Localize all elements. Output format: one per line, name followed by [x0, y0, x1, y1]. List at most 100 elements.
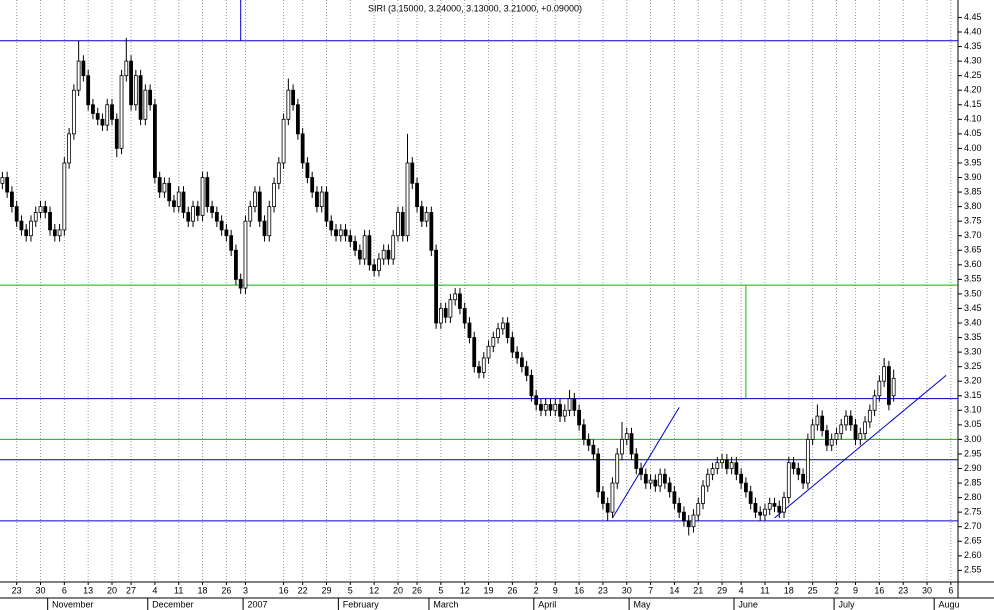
x-tick-label: 16 — [874, 585, 884, 595]
y-tick-label: 2.75 — [964, 507, 982, 517]
candle-body — [267, 206, 272, 237]
candle-body — [844, 415, 848, 426]
y-tick-label: 2.70 — [964, 521, 982, 531]
y-tick-label: 4.30 — [964, 55, 982, 65]
candle-body — [553, 404, 558, 411]
candle-body — [319, 191, 324, 208]
candle-body — [834, 433, 839, 440]
candle-body — [162, 182, 167, 193]
month-label: May — [634, 599, 652, 609]
candle-body — [276, 162, 281, 184]
x-tick-label: 12 — [369, 585, 379, 595]
candle-body — [782, 497, 786, 513]
candle-body — [0, 177, 5, 184]
month-label: February — [343, 599, 380, 609]
x-tick-label: 2 — [834, 585, 839, 595]
candle-body — [658, 473, 663, 487]
candle-body — [524, 366, 529, 376]
candle-body — [458, 293, 462, 309]
candle-body — [519, 357, 524, 368]
month-label: December — [152, 599, 194, 609]
candle-body — [348, 235, 353, 242]
candle-body — [129, 60, 133, 106]
y-tick-label: 3.65 — [964, 245, 982, 255]
x-tick-label: 7 — [648, 585, 653, 595]
y-tick-label: 2.60 — [964, 550, 982, 560]
candle-body — [643, 473, 648, 484]
y-tick-label: 3.95 — [964, 157, 982, 167]
candle-body — [872, 395, 877, 411]
month-label: July — [838, 599, 855, 609]
candle-body — [172, 200, 176, 208]
x-tick-label: 27 — [126, 585, 136, 595]
candle-body — [86, 75, 91, 106]
candle-body — [515, 351, 520, 359]
candle-body — [667, 482, 672, 493]
x-tick-label: 9 — [853, 585, 858, 595]
candle-body — [153, 104, 157, 178]
candle-body — [71, 89, 76, 135]
candle-body — [572, 398, 577, 411]
x-tick-label: 23 — [898, 585, 908, 595]
y-tick-label: 3.00 — [964, 434, 982, 444]
candle-body — [205, 177, 210, 208]
candle-body — [329, 220, 334, 231]
candle-body — [648, 479, 653, 484]
month-label: April — [538, 599, 556, 609]
candle-body — [353, 241, 357, 251]
candle-body — [662, 473, 667, 484]
y-tick-label: 4.45 — [964, 12, 982, 22]
candle-body — [701, 485, 705, 504]
x-tick-label: 6 — [62, 585, 67, 595]
candle-body — [400, 212, 405, 237]
candle-body — [253, 191, 257, 208]
y-tick-label: 3.85 — [964, 186, 982, 196]
candle-body — [133, 75, 138, 106]
y-tick-label: 2.85 — [964, 477, 982, 487]
x-tick-label: 11 — [760, 585, 769, 595]
candle-body — [510, 337, 515, 353]
candle-body — [114, 118, 119, 149]
candle-body — [33, 212, 38, 222]
candle-body — [448, 299, 453, 318]
y-tick-label: 3.75 — [964, 216, 982, 226]
candle-body — [338, 229, 343, 237]
y-tick-label: 2.90 — [964, 463, 982, 473]
candle-body — [753, 503, 758, 513]
candle-body — [682, 511, 686, 522]
trend-line — [774, 375, 947, 519]
candle-body — [605, 503, 610, 513]
candle-body — [143, 89, 148, 120]
candle-body — [124, 60, 129, 77]
x-tick-label: 30 — [36, 585, 46, 595]
candle-body — [805, 439, 810, 484]
x-tick-label: 20 — [393, 585, 403, 595]
month-label: Augu — [939, 599, 960, 609]
candle-body — [291, 89, 296, 106]
candle-body — [620, 439, 624, 455]
candle-body — [262, 220, 267, 237]
candle-body — [281, 118, 286, 164]
y-tick-label: 3.40 — [964, 317, 982, 327]
x-tick-label: 25 — [808, 585, 818, 595]
y-tick-label: 4.10 — [964, 114, 982, 124]
candle-body — [257, 191, 262, 222]
candle-body — [610, 482, 615, 513]
candle-body — [796, 468, 801, 475]
x-tick-label: 13 — [83, 585, 93, 595]
candle-body — [786, 462, 791, 499]
candle-body — [438, 308, 443, 324]
y-tick-label: 3.10 — [964, 405, 982, 415]
x-tick-label: 16 — [279, 585, 289, 595]
y-tick-label: 3.15 — [964, 390, 982, 400]
candle-body — [29, 220, 33, 237]
candle-body — [148, 89, 153, 106]
candle-body — [853, 424, 858, 440]
y-tick-label: 4.15 — [964, 99, 982, 109]
x-tick-label: 6 — [948, 585, 953, 595]
candle-body — [5, 177, 10, 193]
x-tick-label: 26 — [507, 585, 517, 595]
candle-body — [67, 133, 72, 164]
x-tick-label: 18 — [784, 585, 794, 595]
